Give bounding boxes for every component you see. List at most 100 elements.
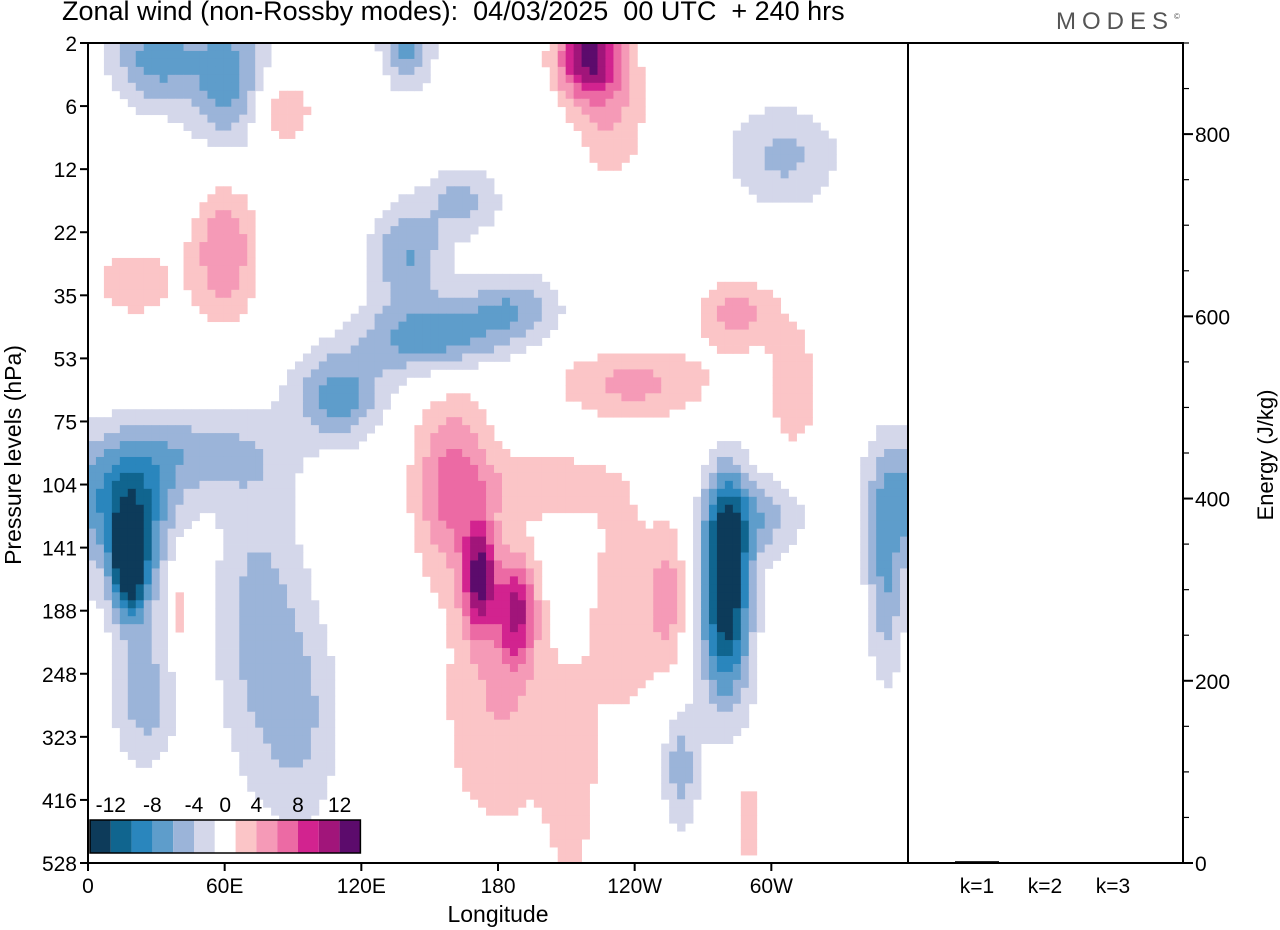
heatmap-cell xyxy=(748,807,758,816)
heatmap-cell xyxy=(414,488,423,498)
heatmap-cell xyxy=(279,807,288,816)
heatmap-cell xyxy=(318,393,328,402)
heatmap-cell xyxy=(318,791,328,800)
heatmap-cell xyxy=(756,520,766,530)
heatmap-cell xyxy=(780,170,789,179)
heatmap-cell xyxy=(239,616,248,625)
heatmap-cell xyxy=(573,50,582,60)
heatmap-cell xyxy=(724,640,734,649)
heatmap-cell xyxy=(119,600,129,609)
heatmap-cell xyxy=(127,552,137,561)
heatmap-cell xyxy=(414,528,423,537)
heatmap-cell xyxy=(693,393,702,402)
heatmap-cell xyxy=(247,735,256,744)
heatmap-cell xyxy=(525,472,535,482)
heatmap-cell xyxy=(310,624,320,633)
heatmap-cell xyxy=(294,584,304,593)
heatmap-cell xyxy=(191,409,200,418)
heatmap-cell xyxy=(199,472,208,482)
heatmap-cell xyxy=(263,592,272,601)
heatmap-cell xyxy=(621,146,630,155)
heatmap-cell xyxy=(231,663,240,673)
heatmap-cell xyxy=(732,640,742,649)
heatmap-cell xyxy=(780,162,789,171)
heatmap-cell xyxy=(398,297,407,307)
heatmap-cell xyxy=(693,711,702,721)
heatmap-cell xyxy=(191,98,200,108)
heatmap-cell xyxy=(669,743,678,752)
heatmap-cell xyxy=(342,385,352,394)
heatmap-cell xyxy=(525,727,535,737)
heatmap-cell xyxy=(279,703,288,713)
heatmap-cell xyxy=(756,130,766,139)
heatmap-cell xyxy=(446,480,455,490)
heatmap-cell xyxy=(223,122,232,131)
heatmap-cell xyxy=(310,695,320,705)
heatmap-cell xyxy=(740,600,750,609)
heatmap-cell xyxy=(239,711,248,721)
heatmap-cell xyxy=(175,417,184,426)
heatmap-cell xyxy=(597,58,606,68)
heatmap-cell xyxy=(127,735,137,744)
heatmap-cell xyxy=(263,616,272,625)
heatmap-cell xyxy=(748,695,758,705)
heatmap-cell xyxy=(438,265,447,275)
heatmap-cell xyxy=(549,751,559,760)
heatmap-cell xyxy=(350,377,360,386)
heatmap-cell xyxy=(470,751,479,760)
heatmap-cell xyxy=(470,656,479,665)
heatmap-cell xyxy=(231,130,240,139)
heatmap-cell xyxy=(669,401,678,410)
heatmap-cell xyxy=(796,425,805,434)
heatmap-cell xyxy=(127,66,137,76)
heatmap-cell xyxy=(151,632,161,641)
heatmap-cell xyxy=(517,671,527,681)
heatmap-cell xyxy=(111,711,121,721)
heatmap-cell xyxy=(724,464,734,474)
heatmap-cell xyxy=(740,807,750,816)
heatmap-cell xyxy=(430,401,439,410)
heatmap-cell xyxy=(462,576,471,585)
heatmap-cell xyxy=(271,783,280,792)
heatmap-cell xyxy=(613,679,622,689)
heatmap-cell xyxy=(613,608,622,617)
heatmap-cell xyxy=(693,552,702,561)
heatmap-cell xyxy=(135,632,145,641)
heatmap-cell xyxy=(716,488,726,498)
heatmap-cell xyxy=(143,289,153,299)
heatmap-cell xyxy=(159,273,169,283)
heatmap-cell xyxy=(517,600,527,609)
heatmap-cell xyxy=(517,679,527,689)
heatmap-cell xyxy=(621,82,630,92)
heatmap-cell xyxy=(430,433,439,442)
heatmap-cell xyxy=(223,663,232,673)
heatmap-cell xyxy=(366,361,375,370)
heatmap-cell xyxy=(103,449,113,458)
heatmap-cell xyxy=(406,305,415,315)
heatmap-cell xyxy=(318,663,328,673)
heatmap-cell xyxy=(430,353,439,362)
heatmap-cell xyxy=(247,218,256,227)
heatmap-cell xyxy=(677,616,686,625)
heatmap-cell xyxy=(183,265,192,275)
heatmap-cell xyxy=(414,345,423,354)
heatmap-cell xyxy=(884,600,893,609)
heatmap-cell xyxy=(772,512,782,522)
heatmap-cell xyxy=(374,43,383,52)
heatmap-cell xyxy=(884,663,893,673)
heatmap-cell xyxy=(525,648,535,657)
heatmap-cell xyxy=(143,560,153,569)
heatmap-cell xyxy=(478,616,487,625)
y-tick-label: 528 xyxy=(42,853,77,876)
heatmap-cell xyxy=(900,592,909,601)
heatmap-cell xyxy=(438,520,447,530)
heatmap-cell xyxy=(103,608,113,617)
energy-bars: k=1 k=2 k=3 xyxy=(955,861,1135,898)
y-tick-label: 53 xyxy=(54,348,77,371)
heatmap-cell xyxy=(167,719,176,729)
heatmap-cell xyxy=(740,719,750,729)
heatmap-cell xyxy=(605,385,614,394)
heatmap-cell xyxy=(892,560,901,569)
heatmap-cell xyxy=(151,441,161,450)
heatmap-cell xyxy=(103,43,113,52)
